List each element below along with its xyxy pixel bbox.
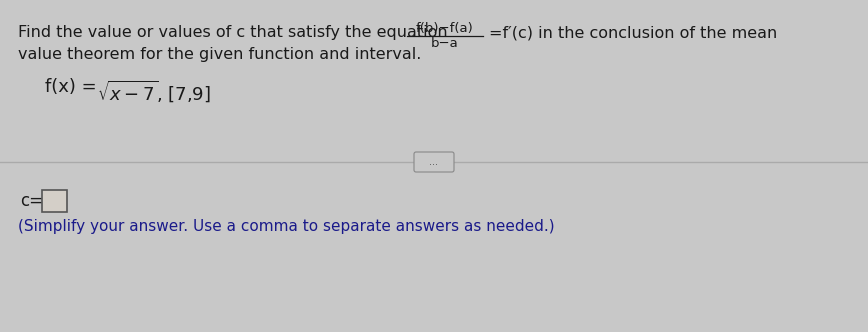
Text: f(b)−f(a): f(b)−f(a) [416, 22, 474, 35]
Text: $\sqrt{x-7}$, [7,9]: $\sqrt{x-7}$, [7,9] [97, 78, 211, 104]
Text: b−a: b−a [431, 37, 459, 50]
Text: (Simplify your answer. Use a comma to separate answers as needed.): (Simplify your answer. Use a comma to se… [18, 219, 555, 234]
Bar [42, 190, 67, 212]
Text: c=: c= [20, 192, 43, 210]
Text: Find the value or values of c that satisfy the equation: Find the value or values of c that satis… [18, 25, 453, 40]
Text: ...: ... [430, 157, 438, 167]
Text: f(x) =: f(x) = [45, 78, 102, 96]
Text: value theorem for the given function and interval.: value theorem for the given function and… [18, 47, 421, 62]
Text: =f′(c) in the conclusion of the mean: =f′(c) in the conclusion of the mean [489, 25, 777, 40]
FancyBboxPatch shape [414, 152, 454, 172]
